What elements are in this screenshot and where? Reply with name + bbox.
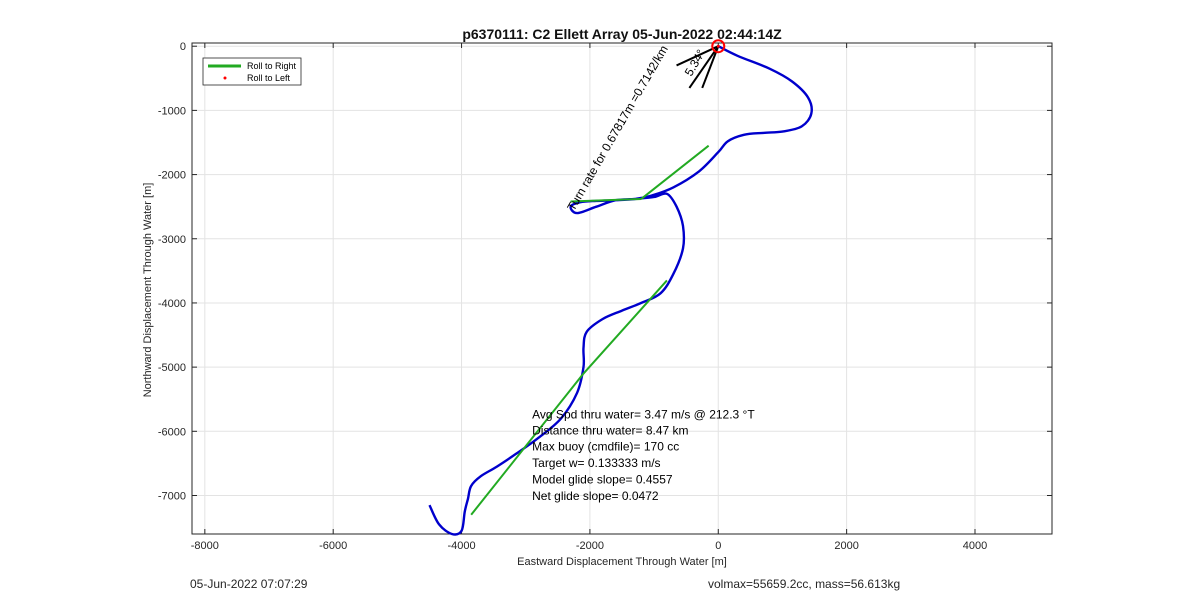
legend-box <box>202 57 302 86</box>
x-tick-label: -6000 <box>319 540 347 552</box>
annotation-text: Model glide slope= 0.4557 <box>532 472 673 486</box>
axes: -8000 -6000 -4000 -2000 0 2000 4000 0 -1000 -2000… <box>158 41 1053 552</box>
y-tick-label: -6000 <box>158 426 186 438</box>
annotation-text: Net glide slope= 0.0472 <box>532 489 659 503</box>
footer-timestamp: 05-Jun-2022 07:07:29 <box>190 577 308 591</box>
y-tick-label: -5000 <box>158 362 186 374</box>
legend: Roll to Right Roll to Left <box>202 57 302 86</box>
annotation-text: Max buoy (cmdfile)= 170 cc <box>532 440 679 454</box>
chart-title: p6370111: C2 Ellett Array 05-Jun-2022 02… <box>462 26 782 42</box>
y-tick-label: 0 <box>180 41 186 53</box>
track-line <box>428 45 813 536</box>
plot-area <box>428 39 813 536</box>
heading-line <box>688 45 720 89</box>
annotation-text: Target w= 0.133333 m/s <box>532 456 660 470</box>
start-marker <box>711 39 726 54</box>
heading-line <box>676 45 719 67</box>
y-tick-label: -7000 <box>158 490 186 502</box>
x-axis-label: Eastward Displacement Through Water [m] <box>517 556 727 568</box>
annotations: Turn rate for 0.67817m =0.7142/km 5.34°Av… <box>532 43 755 503</box>
roll-right-segment <box>640 144 710 200</box>
x-tick-label: 4000 <box>963 540 987 552</box>
annotation-text: Distance thru water= 8.47 km <box>532 424 688 438</box>
y-tick-label: -2000 <box>158 170 186 182</box>
roll-right-segment <box>470 372 585 516</box>
roll-right-segment <box>570 197 642 203</box>
y-tick-label: -4000 <box>158 298 186 310</box>
start-marker-dot <box>716 44 720 48</box>
x-tick-label: 0 <box>715 540 721 552</box>
axes-box <box>191 42 1053 535</box>
grid <box>192 43 1052 534</box>
legend-label: Roll to Left <box>247 73 291 83</box>
y-axis-label: Northward Displacement Through Water [m] <box>142 183 154 398</box>
footer-volmass: volmax=55659.2cc, mass=56.613kg <box>708 577 901 591</box>
x-tick-label: -4000 <box>447 540 475 552</box>
legend-swatch <box>223 76 227 80</box>
y-tick-label: -3000 <box>158 234 186 246</box>
x-tick-label: -2000 <box>576 540 604 552</box>
heading-line <box>701 45 720 89</box>
x-tick-label: -8000 <box>191 540 219 552</box>
x-tick-label: 2000 <box>834 540 858 552</box>
y-tick-label: -1000 <box>158 105 186 117</box>
legend-label: Roll to Right <box>247 61 297 71</box>
roll-right-segment <box>582 279 668 375</box>
annotation-text: Avg Spd thru water= 3.47 m/s @ 212.3 °T <box>532 407 755 421</box>
